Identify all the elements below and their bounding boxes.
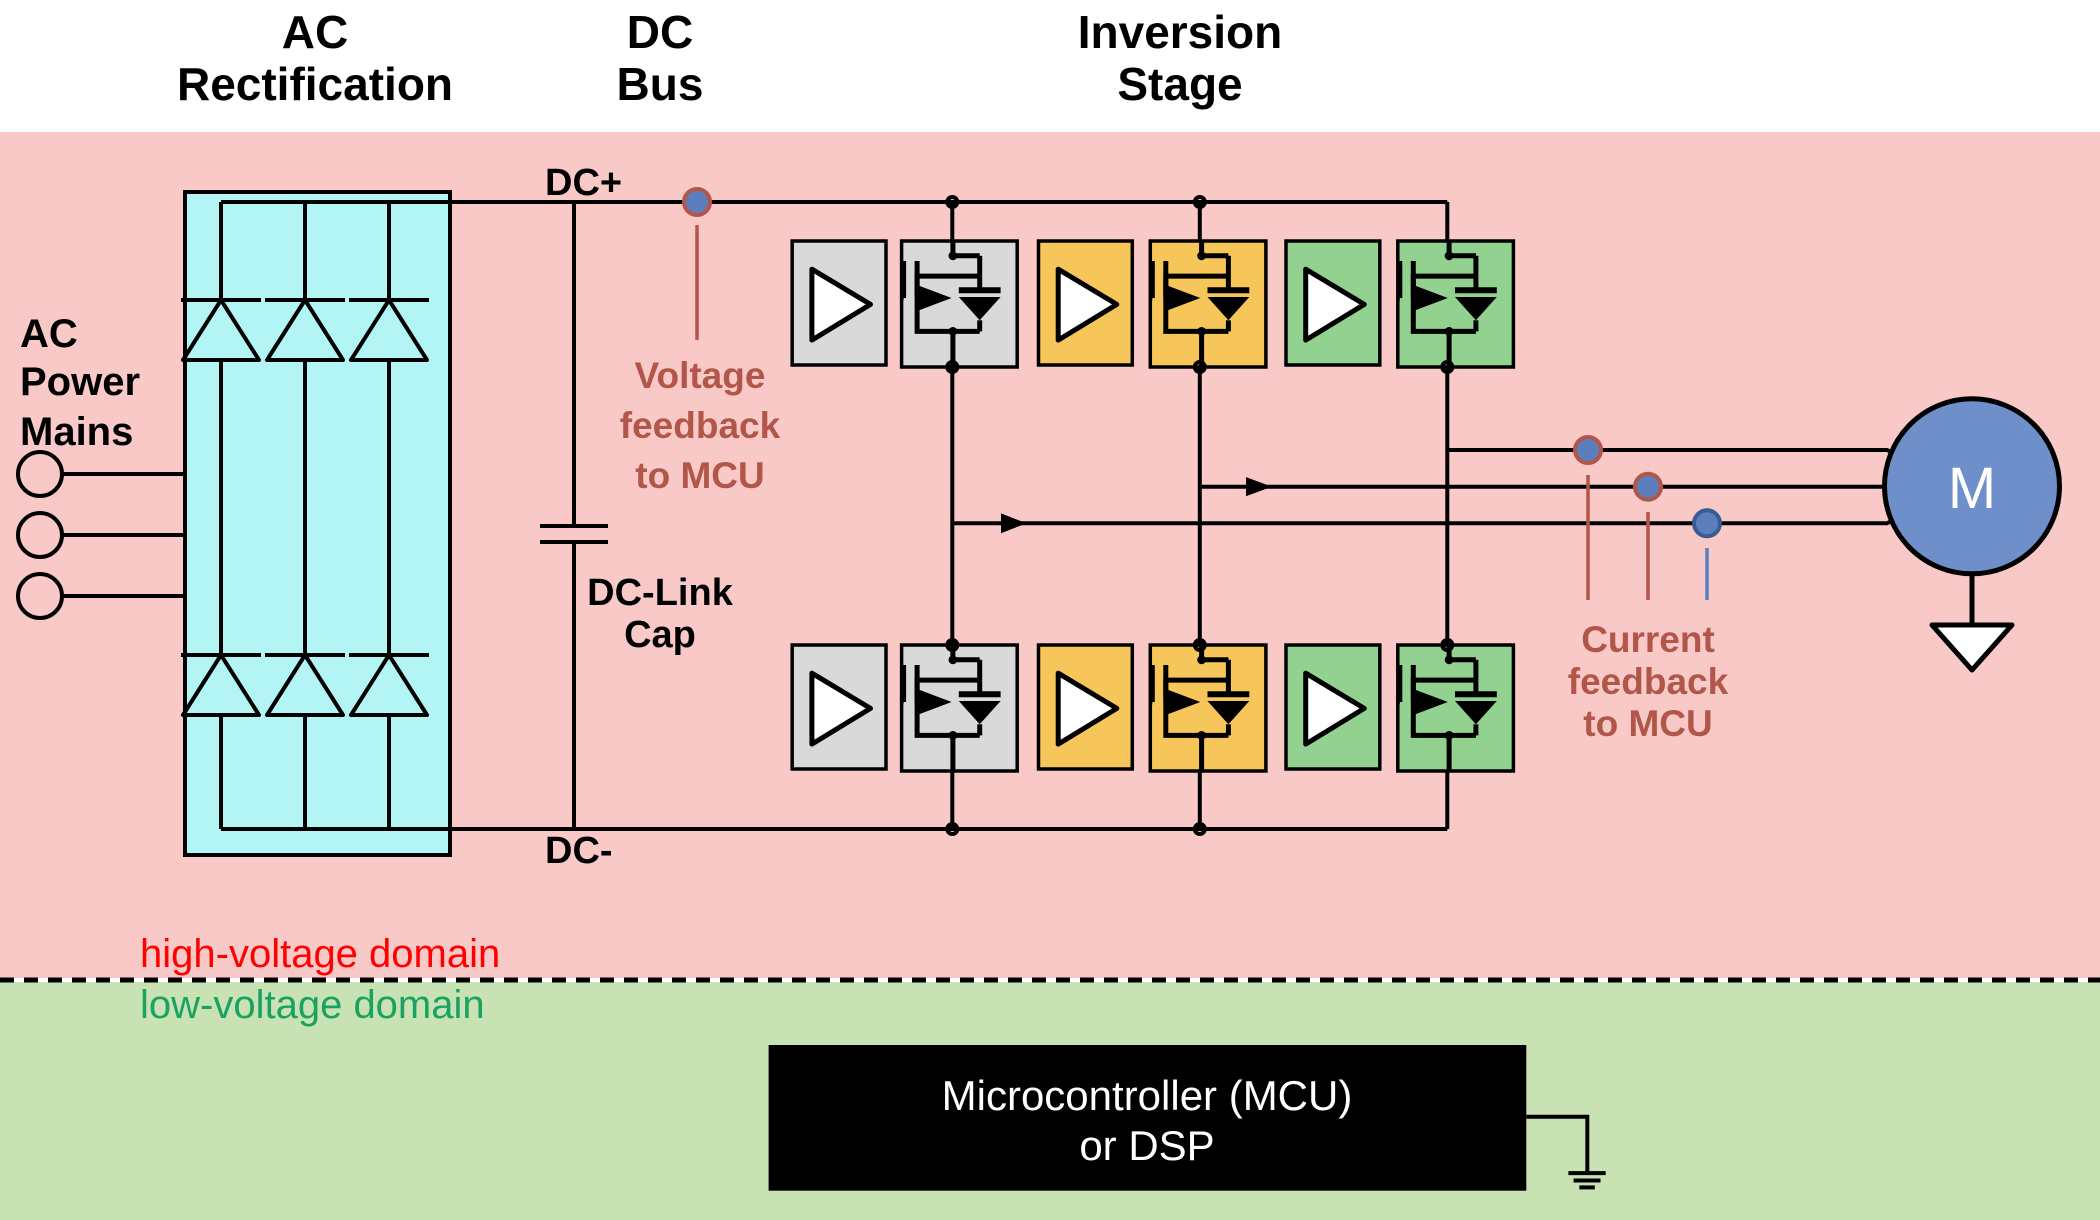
svg-text:high-voltage domain: high-voltage domain (140, 932, 500, 976)
svg-text:Voltage: Voltage (635, 355, 766, 396)
svg-text:to MCU: to MCU (635, 455, 764, 496)
svg-text:Cap: Cap (624, 614, 696, 656)
svg-text:DC-Link: DC-Link (587, 572, 734, 614)
svg-text:Inversion: Inversion (1078, 6, 1283, 58)
svg-text:Stage: Stage (1117, 58, 1242, 110)
svg-text:Current: Current (1581, 619, 1715, 660)
svg-text:Mains: Mains (20, 410, 133, 454)
svg-text:AC: AC (282, 6, 348, 58)
svg-text:Bus: Bus (617, 58, 704, 110)
svg-text:or DSP: or DSP (1079, 1122, 1214, 1169)
svg-text:low-voltage domain: low-voltage domain (140, 983, 485, 1027)
svg-text:Power: Power (20, 360, 140, 404)
svg-text:DC-: DC- (545, 830, 613, 872)
svg-text:Rectification: Rectification (177, 58, 453, 110)
svg-text:M: M (1948, 456, 1996, 521)
svg-text:feedback: feedback (1568, 661, 1729, 702)
svg-text:AC: AC (20, 312, 78, 356)
svg-text:feedback: feedback (620, 405, 781, 446)
svg-text:to MCU: to MCU (1583, 703, 1712, 744)
svg-text:DC: DC (627, 6, 693, 58)
svg-text:DC+: DC+ (545, 162, 622, 204)
svg-text:Microcontroller (MCU): Microcontroller (MCU) (942, 1072, 1353, 1119)
